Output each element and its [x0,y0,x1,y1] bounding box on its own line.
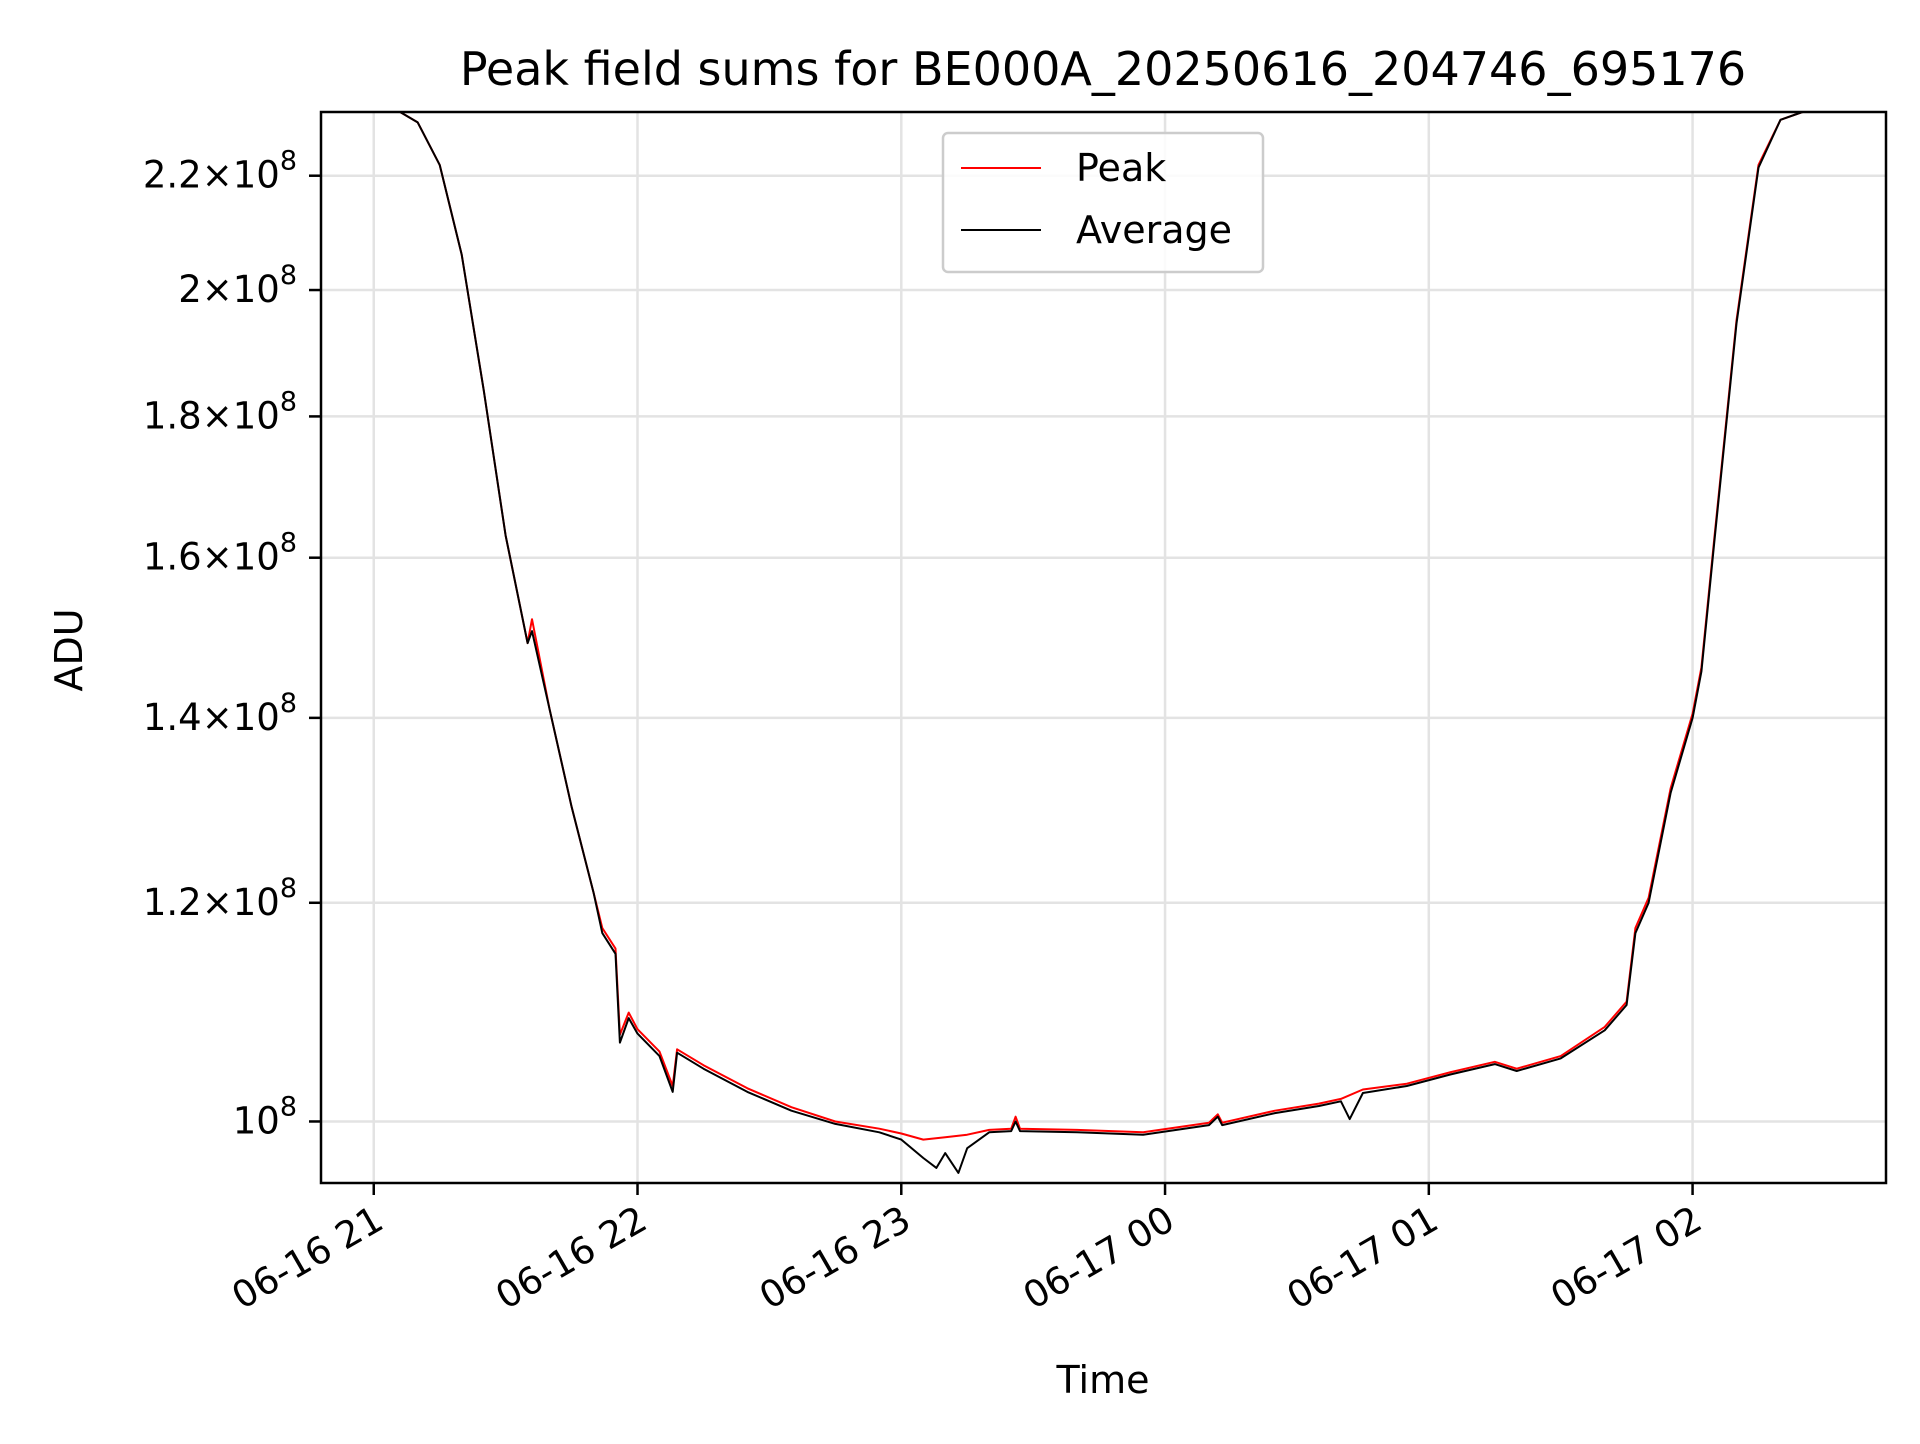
series-line-average [321,111,1886,1174]
y-tick-label: 1.6×108 [143,528,297,579]
y-tick-label: 1.8×108 [143,386,297,437]
y-tick-label: 2.2×108 [143,146,297,197]
y-tick-label: 108 [233,1091,297,1142]
legend-label-peak: Peak [1076,146,1166,190]
y-tick-label: 2×108 [178,260,297,311]
legend: Peak Average [941,131,1265,274]
grid-layer [321,112,1886,1183]
y-tick-label: 1.2×108 [143,873,297,924]
x-axis-label: Time [1056,1358,1150,1402]
plot-frame [319,110,1888,1185]
series-layer [321,111,1886,1174]
chart-title: Peak field sums for BE000A_20250616_2047… [460,42,1746,96]
y-axis-label: ADU [47,608,91,691]
legend-label-average: Average [1076,208,1232,252]
y-tick-label: 1.4×108 [143,688,297,739]
